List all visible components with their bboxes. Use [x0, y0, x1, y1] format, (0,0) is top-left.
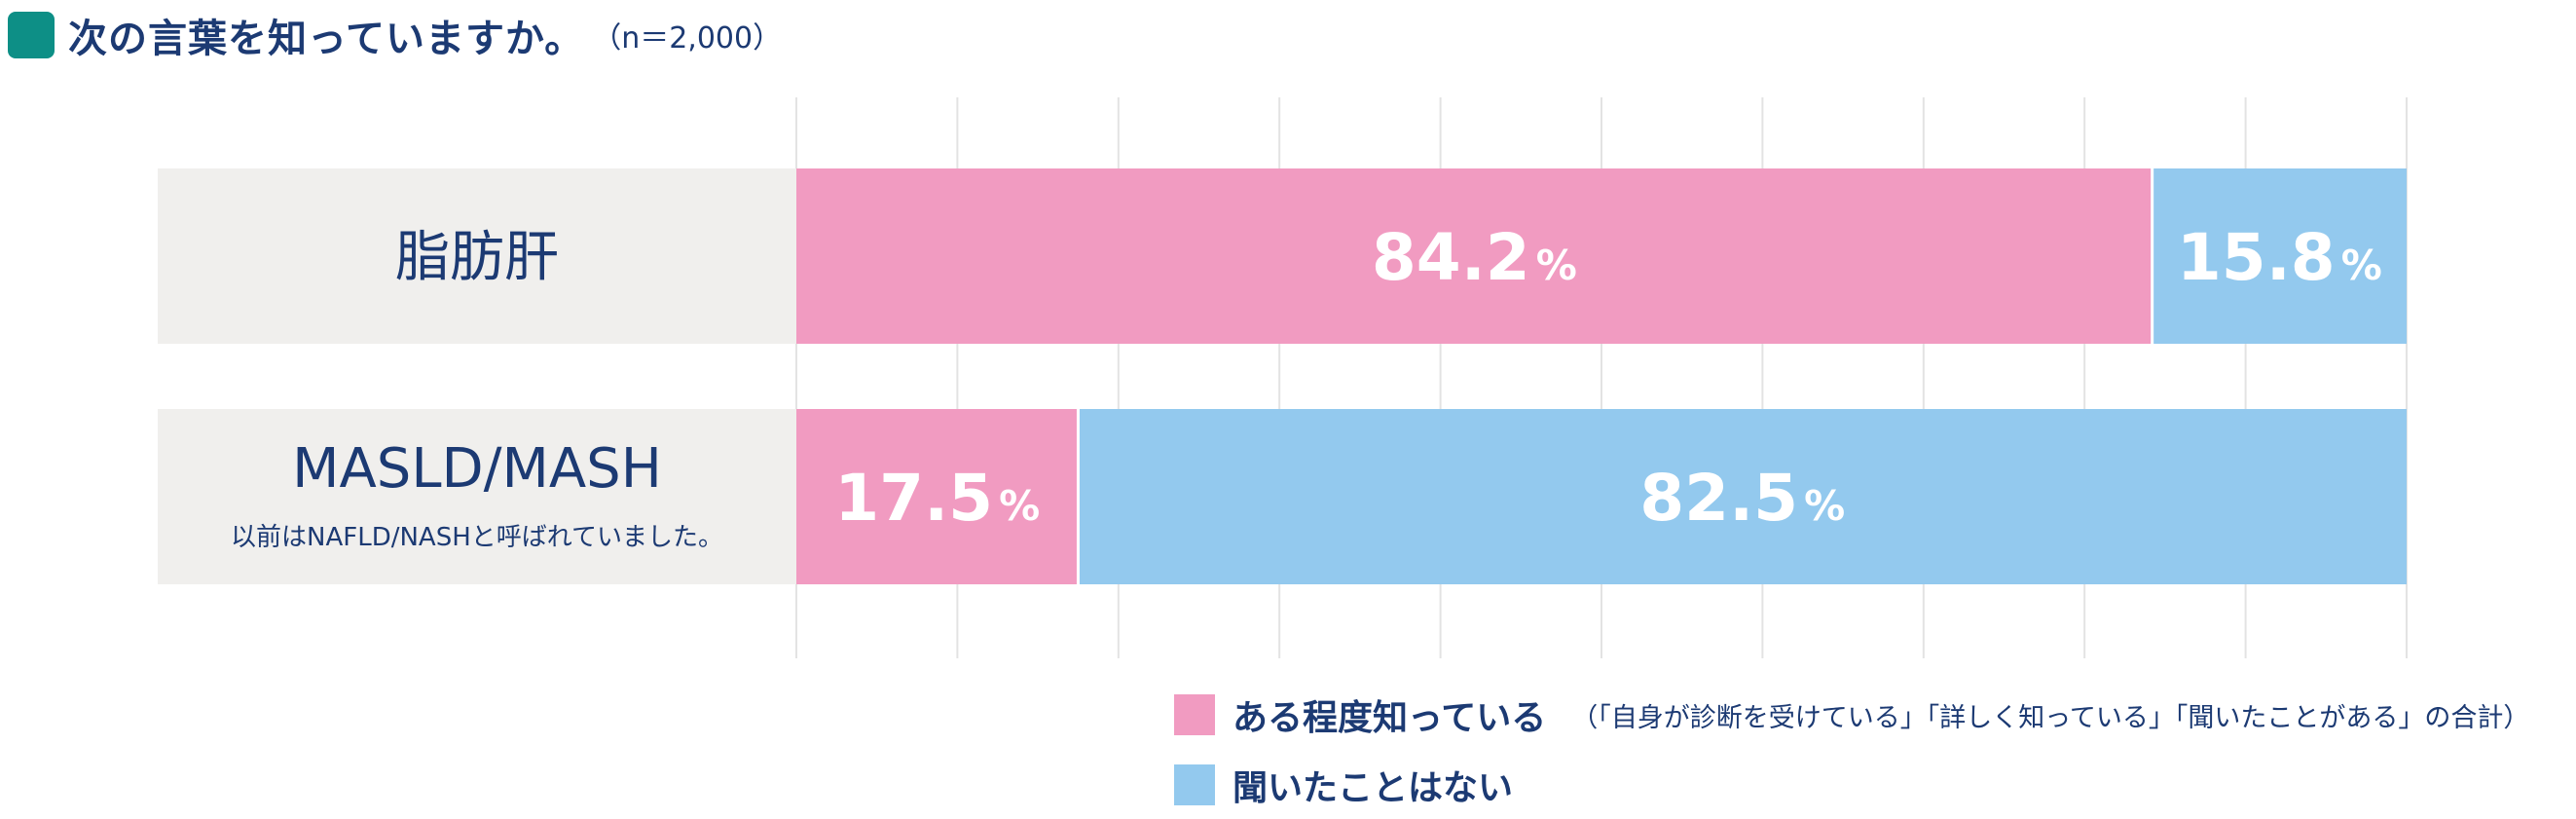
data-label: 17.5% [834, 461, 1040, 536]
sample-size-label: （n＝2,000） [592, 21, 783, 56]
chart-title: 次の言葉を知っていますか。 （n＝2,000） [8, 6, 782, 64]
stacked-bar-chart: 脂肪肝 84.2% 15.8 % MASLD/MASH 以前はNAFLD/NASHと呼ばれ… [158, 97, 2408, 658]
category-label-bg [158, 409, 796, 584]
bar-segment [2152, 168, 2407, 344]
data-label: 82.5% [1639, 461, 1845, 536]
category-sublabel: 以前はNAFLD/NASHと呼ばれていました。 [231, 523, 723, 552]
bar-segment [796, 409, 1079, 584]
legend-label-aware: ある程度知っている [1233, 698, 1547, 738]
data-label: 15.8% [2177, 220, 2382, 295]
bar-segment [796, 168, 2153, 344]
legend-swatch-not-heard [1174, 764, 1215, 805]
legend-swatch-aware [1174, 694, 1215, 735]
legend-item-not-heard: 聞いたことはない [1174, 760, 1513, 810]
legend-note-aware: （「自身が診断を受けている」「詳しく知っている」「聞いたことがある」の合計） [1571, 702, 2530, 733]
legend-label-not-heard: 聞いたことはない [1233, 768, 1514, 808]
category-label: MASLD/MASH [292, 437, 662, 501]
category-label-bg [158, 168, 796, 344]
bar-segment [1078, 409, 2407, 584]
title-text: 次の言葉を知っていますか。 [68, 17, 585, 61]
category-label: 脂肪肝 [395, 226, 559, 289]
title-marker-icon [8, 12, 55, 58]
data-label: 84.2% [1372, 220, 1577, 295]
legend-item-aware: ある程度知っている （「自身が診断を受けている」「詳しく知っている」「聞いたこと… [1174, 689, 2529, 740]
